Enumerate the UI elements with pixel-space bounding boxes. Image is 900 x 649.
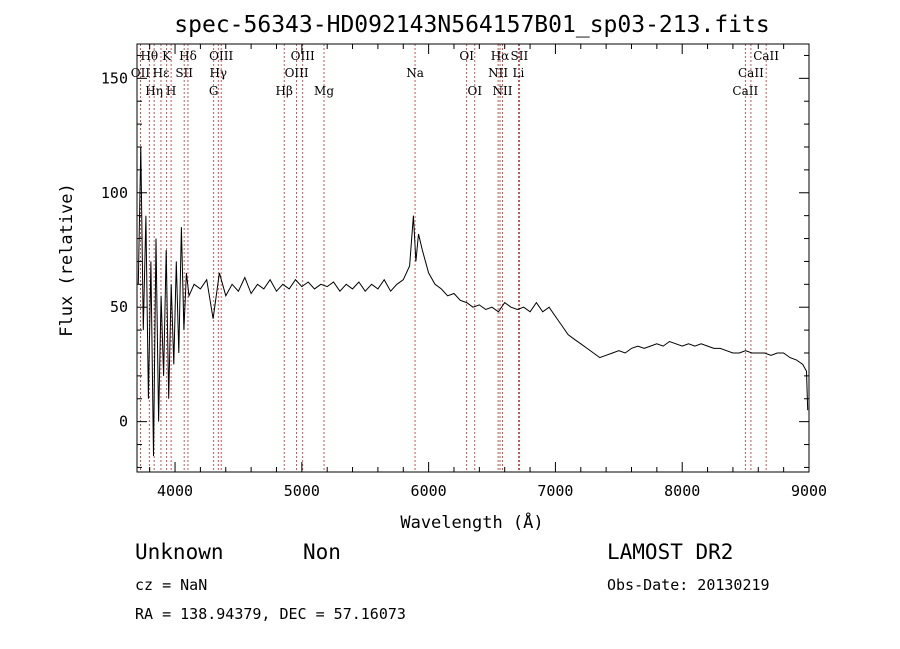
spectral-line-label: OI <box>467 84 482 98</box>
ra-dec-coordinates: RA = 138.94379, DEC = 57.16073 <box>135 605 406 623</box>
x-axis-ticks: 4000 5000 6000 7000 8000 9000 <box>149 44 827 500</box>
y-tick-label: 150 <box>101 69 128 87</box>
redshift-cz: cz = NaN <box>135 576 207 594</box>
spectral-line-label: OI <box>459 49 474 63</box>
spectral-line-label: Hβ <box>276 84 293 98</box>
spectral-line-label: OIII <box>291 49 315 63</box>
spectral-line-label: K <box>162 49 172 63</box>
spectral-line-labels: Hθ OII Hε K Hη H SII Hδ OIII Hγ G Hβ OIII OIII Mg Na OI O… <box>131 49 780 98</box>
spectral-line-label: Hθ <box>140 49 158 63</box>
spectral-line-label: SII <box>511 49 529 63</box>
spectral-line-label: CaII <box>738 66 764 80</box>
spectral-line-label: Na <box>406 66 424 80</box>
chart-title: spec-56343-HD092143N564157B01_sp03-213.f… <box>174 12 769 38</box>
spectral-line-markers <box>140 44 767 472</box>
spectral-line-label: Hδ <box>179 49 197 63</box>
y-axis-label: Flux (relative) <box>57 183 77 337</box>
spectral-line-label: CaII <box>753 49 779 63</box>
x-tick-label: 8000 <box>664 482 700 500</box>
y-axis-ticks: 0 50 100 150 <box>101 54 809 468</box>
spectral-line-label: H <box>166 84 176 98</box>
spectral-line-label: NII <box>493 84 513 98</box>
y-tick-label: 0 <box>119 413 128 431</box>
spectral-line-label: Hγ <box>209 66 227 80</box>
spectral-line-label: OIII <box>285 66 309 80</box>
object-subclass: Non <box>303 540 341 564</box>
y-tick-label: 100 <box>101 184 128 202</box>
spectral-line-label: Hη <box>145 84 163 98</box>
x-tick-label: 4000 <box>157 482 193 500</box>
observation-date: Obs-Date: 20130219 <box>607 576 770 594</box>
x-axis-label: Wavelength (Å) <box>400 511 543 533</box>
spectral-line-label: OII <box>131 66 151 80</box>
object-class: Unknown <box>135 540 224 564</box>
y-tick-label: 50 <box>110 298 128 316</box>
x-tick-label: 5000 <box>284 482 320 500</box>
spectrum-series-line <box>137 146 809 457</box>
spectral-line-label: SII <box>175 66 193 80</box>
spectral-line-label: Mg <box>314 84 334 98</box>
spectral-line-label: CaII <box>732 84 758 98</box>
spectral-line-label: Hα <box>491 49 510 63</box>
survey-name: LAMOST DR2 <box>607 540 733 564</box>
x-tick-label: 6000 <box>411 482 447 500</box>
spectral-line-label: Li <box>512 66 524 80</box>
series-group <box>137 146 809 457</box>
x-tick-label: 9000 <box>791 482 827 500</box>
x-tick-label: 7000 <box>537 482 573 500</box>
spectral-line-label: OIII <box>209 49 233 63</box>
spectral-line-label: Hε <box>153 66 170 80</box>
spectral-line-label: NII <box>488 66 508 80</box>
spectral-line-label: G <box>209 84 219 98</box>
plot-frame <box>136 43 810 473</box>
